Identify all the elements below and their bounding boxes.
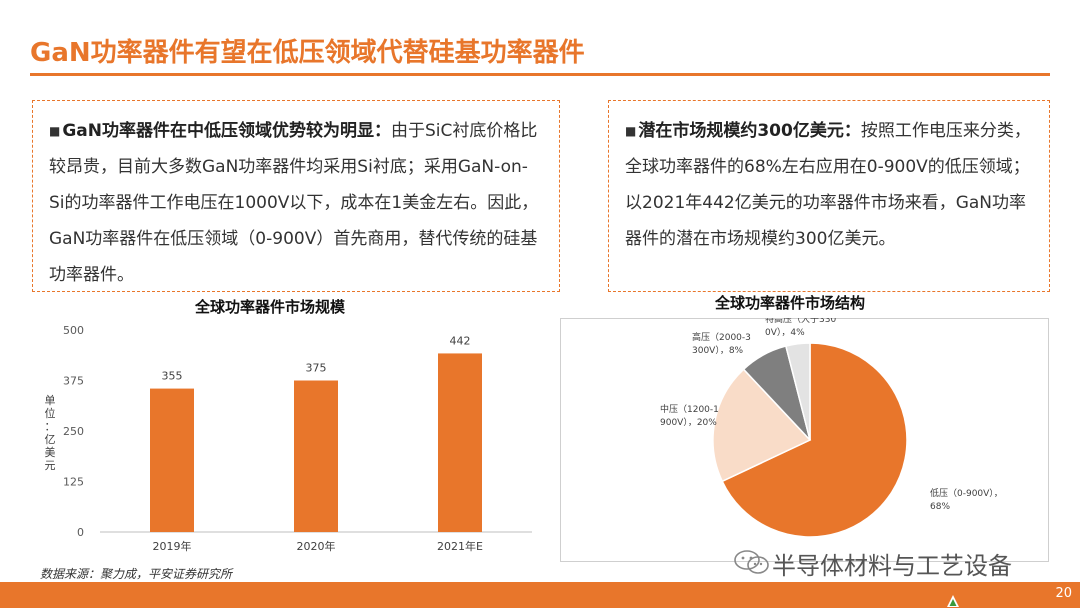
pie-slice-label: 高压（2000-3 300V），8% [692,331,751,356]
x-tick-label: 2019年 [153,539,192,553]
y-axis-label-char: 亿 [45,433,56,446]
bar-chart-data-labels: 355 375 442 [162,334,471,382]
left-box-text: 由于SiC衬底价格比较昂贵，目前大多数GaN功率器件均采用Si衬底；采用GaN-… [49,121,539,285]
pie-chart-frame [560,318,1049,562]
footer-bar [0,582,1080,608]
right-box-lead: 潜在市场规模约300亿美元： [638,121,861,141]
y-axis-label-char: 美 [45,446,56,459]
y-tick-label: 125 [63,476,84,489]
bar-chart: 0 125 250 375 500 355 375 442 2019年 2020年 2021年E… [45,324,532,553]
bar-chart-y-ticks: 0 125 250 375 500 [63,324,84,539]
bar [150,388,194,532]
square-bullet-icon: ■ [625,124,637,138]
bar-chart-title: 全球功率器件市场规模 [194,298,345,316]
bar [438,353,482,532]
y-axis-label-char: 元 [45,459,56,472]
logo-icon [947,595,959,607]
y-tick-label: 250 [63,425,84,438]
right-info-box: ■ 潜在市场规模约300亿美元：按照工作电压来分类，全球功率器件的68%左右应用在… [608,100,1050,292]
left-info-box: ■ GaN功率器件在中低压领域优势较为明显：由于SiC衬底价格比较昂贵，目前大多数… [32,100,560,292]
wechat-icon [734,550,769,574]
bar-data-label: 442 [450,334,471,347]
page-number: 20 [1055,586,1072,601]
page-title: GaN功率器件有望在低压领域代替硅基功率器件 [30,38,585,68]
y-axis-label-char: 位 [45,406,56,420]
square-bullet-icon: ■ [49,124,61,138]
y-tick-label: 0 [77,526,84,539]
bar-chart-categories: 2019年 2020年 2021年E [153,539,484,553]
bar-chart-ylabel: 单位：亿美元 [45,394,56,472]
pie-chart-title: 全球功率器件市场结构 [714,294,865,312]
pie-slice [784,342,811,441]
watermark-text: 半导体材料与工艺设备 [772,552,1012,580]
pie-slice [721,342,908,538]
pie-slice-label: 中压（1200-1 900V），20% [660,403,719,428]
pie-slice-label: 低压（0-900V）， 68% [930,487,1003,512]
pie-slice-label: 特高压（大于330 0V），4% [765,318,836,338]
bar-data-label: 375 [306,362,327,375]
title-divider [30,73,1050,76]
x-tick-label: 2020年 [297,539,336,553]
y-axis-label-char: ： [45,420,56,433]
y-axis-label-char: 单 [45,394,56,407]
pie-chart: 低压（0-900V）， 68% 中压（1200-1 900V），20% 高压（2000-… [660,318,1003,538]
x-tick-label: 2021年E [437,539,483,553]
data-source: 数据来源：聚力成，平安证券研究所 [40,567,233,581]
y-tick-label: 375 [63,375,84,388]
pie-chart-slices [712,342,908,538]
bar-chart-bars [150,353,482,532]
y-tick-label: 500 [63,324,84,337]
right-box-text: 按照工作电压来分类，全球功率器件的68%左右应用在0-900V的低压领域；以20… [625,121,1031,249]
pie-chart-labels: 低压（0-900V）， 68% 中压（1200-1 900V），20% 高压（2000-… [660,318,1003,512]
bar [294,380,338,532]
bar-data-label: 355 [162,370,183,383]
left-box-lead: GaN功率器件在中低压领域优势较为明显： [62,121,391,141]
pie-slice [712,368,812,483]
